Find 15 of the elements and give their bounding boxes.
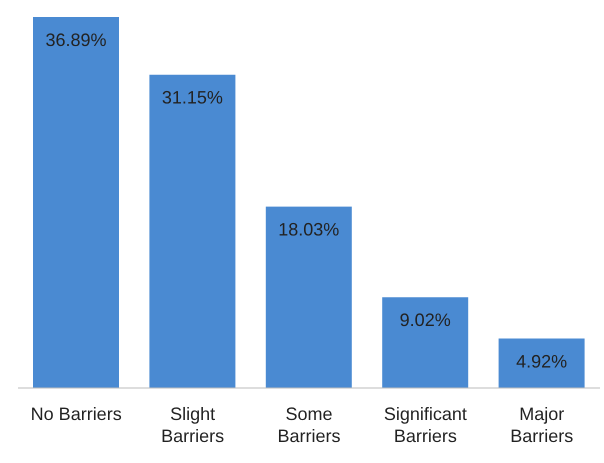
- bar: [266, 206, 352, 388]
- data-label: 4.92%: [516, 351, 568, 372]
- x-tick-label: Major Barriers: [510, 404, 574, 446]
- bar: [498, 338, 585, 388]
- data-label: 9.02%: [400, 310, 451, 330]
- x-tick-label: Significant Barriers: [384, 404, 467, 446]
- x-tick-label: Slight Barriers: [161, 404, 224, 446]
- x-tick-label: No Barriers: [30, 404, 122, 424]
- data-label: 36.89%: [45, 30, 107, 50]
- bar: [382, 297, 468, 388]
- x-tick-label: Some Barriers: [277, 404, 341, 446]
- bar: [149, 74, 236, 388]
- bar: [33, 17, 119, 388]
- data-label: 31.15%: [162, 88, 223, 108]
- data-label: 18.03%: [278, 219, 340, 240]
